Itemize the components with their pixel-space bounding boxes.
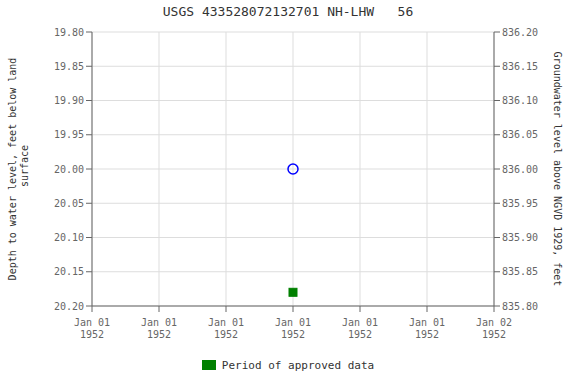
svg-text:836.20: 836.20 [502,27,538,38]
svg-text:836.05: 836.05 [502,129,538,140]
svg-text:Depth to water level, feet bel: Depth to water level, feet below land su… [8,58,30,281]
svg-text:19.85: 19.85 [54,61,84,72]
svg-text:Jan 021952: Jan 021952 [476,317,512,340]
html-text:USGS 433528072132701 NH-LHW 56: USGS 433528072132701 NH-LHW 56 [162,4,414,19]
svg-text:Groundwater level above NGVD 1: Groundwater level above NGVD 1929, feet [552,52,563,287]
svg-text:Jan 011952: Jan 011952 [409,317,445,340]
html-text:Period of approved data: Period of approved data [221,358,375,372]
svg-text:Jan 011952: Jan 011952 [208,317,244,340]
svg-text:20.20: 20.20 [54,301,84,312]
svg-text:836.15: 836.15 [502,61,538,72]
svg-text:20.10: 20.10 [54,232,84,243]
svg-text:19.95: 19.95 [54,129,84,140]
svg-text:20.00: 20.00 [54,164,84,175]
svg-text:19.80: 19.80 [54,27,84,38]
svg-text:Jan 011952: Jan 011952 [275,317,311,340]
svg-text:19.90: 19.90 [54,95,84,106]
svg-text:835.90: 835.90 [502,232,538,243]
svg-text:20.15: 20.15 [54,266,84,277]
svg-text:Jan 011952: Jan 011952 [342,317,378,340]
svg-text:835.95: 835.95 [502,198,538,209]
svg-text:Jan 011952: Jan 011952 [141,317,177,340]
svg-text:835.85: 835.85 [502,266,538,277]
svg-text:836.10: 836.10 [502,95,538,106]
svg-text:836.00: 836.00 [502,164,538,175]
svg-text:20.05: 20.05 [54,198,84,209]
svg-text:835.80: 835.80 [502,301,538,312]
svg-text:Jan 011952: Jan 011952 [74,317,110,340]
